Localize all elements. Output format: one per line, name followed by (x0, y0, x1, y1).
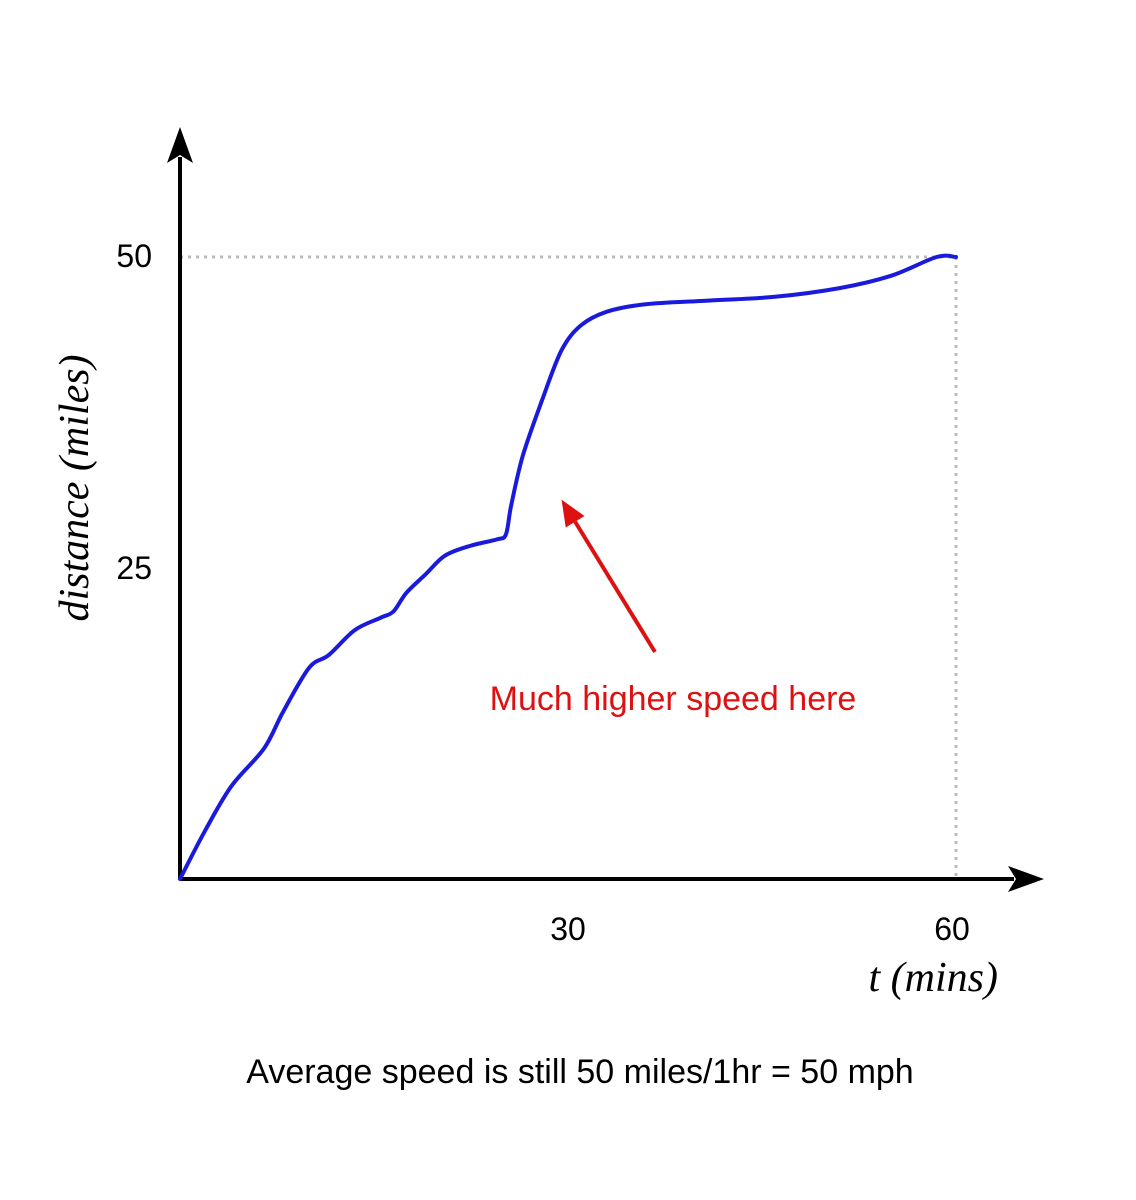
annotation-text: Much higher speed here (490, 680, 857, 718)
annotation-arrowhead (561, 499, 585, 528)
x-tick-label: 60 (934, 911, 970, 947)
y-axis-title: distance (miles) (52, 354, 98, 621)
annotation-arrow (573, 520, 657, 654)
x-axis-arrowhead (1008, 866, 1044, 892)
chart-caption: Average speed is still 50 miles/1hr = 50… (246, 1053, 913, 1091)
y-tick-label: 25 (116, 550, 152, 586)
series-line-distance (178, 253, 958, 881)
y-axis-arrowhead (167, 127, 193, 163)
x-tick-label: 30 (550, 911, 586, 947)
x-axis-title: t (mins) (869, 955, 999, 1001)
y-tick-label: 50 (116, 238, 152, 274)
